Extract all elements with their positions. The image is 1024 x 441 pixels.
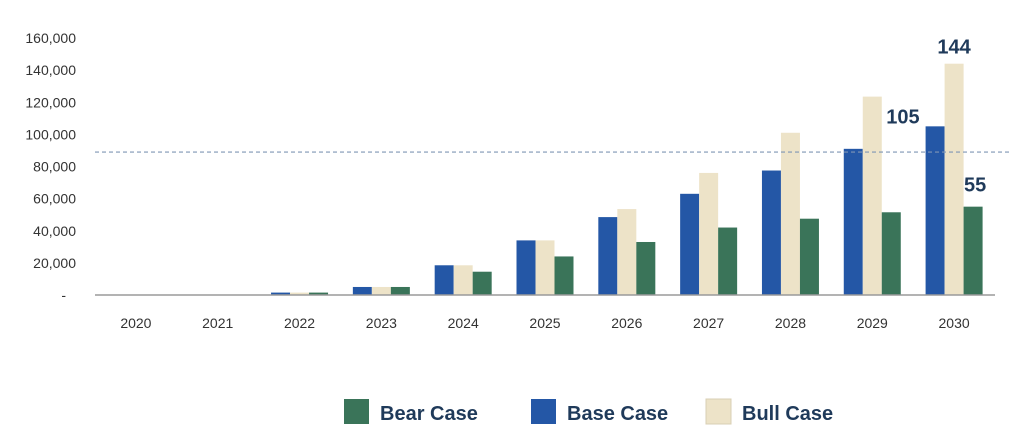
legend-label-bull-case: Bull Case	[742, 403, 833, 425]
bar-bull-case-2025	[535, 240, 555, 295]
bar-bear-case-2029	[881, 212, 901, 295]
bar-bull-case-2022	[290, 292, 310, 295]
x-tick-label: 2027	[693, 315, 724, 331]
bar-base-case-2026	[598, 217, 618, 295]
bar-bear-case-2023	[390, 286, 410, 295]
data-label-bear-case: 55	[964, 175, 986, 197]
data-labels: 105 144 55	[886, 37, 986, 197]
x-tick-label: 2026	[611, 315, 642, 331]
data-label-bull-case: 144	[937, 37, 971, 59]
y-tick-label: 60,000	[33, 191, 76, 207]
y-tick-label: -	[61, 287, 66, 303]
y-axis: - 20,000 40,000 60,000 80,000 100,000 120,000 1…	[25, 30, 76, 303]
y-tick-label: 80,000	[33, 159, 76, 175]
legend-swatch-bull-case	[705, 398, 732, 425]
y-tick-label: 100,000	[25, 126, 76, 142]
bar-bear-case-2026	[636, 241, 656, 295]
x-tick-label: 2023	[366, 315, 397, 331]
bar-bull-case-2028	[780, 132, 800, 295]
bar-bull-case-2030	[944, 63, 964, 296]
bar-bull-case-2024	[453, 265, 473, 295]
bar-bear-case-2022	[309, 292, 329, 295]
bar-bear-case-2027	[718, 227, 738, 295]
bar-bull-case-2023	[371, 286, 391, 295]
legend-swatch-bear-case	[344, 399, 369, 424]
bar-bear-case-2024	[472, 271, 492, 295]
y-tick-label: 160,000	[25, 30, 76, 46]
bar-bear-case-2030	[963, 206, 983, 295]
y-tick-label: 40,000	[33, 223, 76, 239]
x-tick-label: 2029	[857, 315, 888, 331]
y-tick-label: 120,000	[25, 94, 76, 110]
y-tick-label: 20,000	[33, 255, 76, 271]
x-tick-label: 2020	[120, 315, 151, 331]
bar-base-case-2023	[352, 286, 372, 295]
bar-base-case-2022	[271, 292, 291, 295]
bar-base-case-2027	[680, 193, 700, 295]
bar-base-case-2025	[516, 240, 536, 295]
bar-base-case-2030	[925, 126, 945, 295]
x-tick-label: 2030	[939, 315, 970, 331]
legend-swatch-base-case	[531, 399, 556, 424]
bar-bear-case-2028	[799, 218, 819, 295]
bar-bull-case-2026	[617, 209, 637, 295]
legend: Bear Case Base Case Bull Case	[344, 398, 833, 425]
x-axis: 2020 2021 2022 2023 2024 2025 2026 2027 2028 2029…	[95, 294, 995, 331]
x-tick-label: 2028	[775, 315, 806, 331]
x-tick-label: 2025	[529, 315, 560, 331]
legend-label-base-case: Base Case	[567, 403, 668, 425]
bar-bull-case-2029	[862, 96, 882, 295]
bar-bull-case-2027	[699, 172, 719, 295]
x-tick-label: 2022	[284, 315, 315, 331]
y-tick-label: 140,000	[25, 62, 76, 78]
bars	[271, 63, 983, 296]
legend-label-bear-case: Bear Case	[380, 403, 478, 425]
bar-base-case-2029	[843, 148, 863, 295]
bar-base-case-2028	[761, 170, 781, 295]
bar-base-case-2024	[434, 265, 454, 295]
bar-bear-case-2025	[554, 256, 574, 295]
data-label-base-case: 105	[886, 106, 919, 128]
x-tick-label: 2021	[202, 315, 233, 331]
x-tick-label: 2024	[448, 315, 479, 331]
